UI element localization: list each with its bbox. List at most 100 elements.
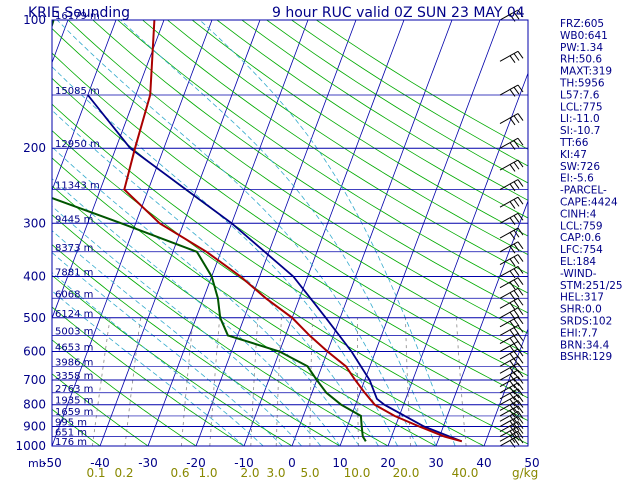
wind-barb-flag	[509, 201, 516, 209]
wind-barb-flag	[513, 365, 520, 373]
mixing-ratio-tick-label: 5.0	[300, 466, 319, 480]
index-entry: -WIND-	[560, 268, 597, 280]
wind-barb-flag	[517, 277, 524, 285]
isotherm-line	[147, 20, 309, 446]
isotherm-line	[291, 20, 453, 446]
wind-barb-shaft	[499, 316, 519, 328]
wind-barb-flag	[517, 227, 524, 236]
wind-barb-flag	[509, 258, 516, 267]
wind-barb-flag	[513, 378, 520, 386]
wind-barb-flag	[517, 297, 524, 306]
pressure-tick-label: 900	[23, 420, 46, 434]
wind-barb-flag	[509, 164, 516, 172]
pressure-tick-label: 700	[23, 373, 46, 387]
wind-barb-flag	[517, 333, 524, 341]
temperature-tick-label: 20	[380, 456, 395, 470]
index-entry: CAPE:4424	[560, 197, 618, 209]
wind-barb-shaft	[499, 84, 519, 96]
wind-barb-flag	[509, 245, 516, 254]
wind-barb-shaft	[499, 426, 519, 437]
wind-barb-shaft	[499, 266, 519, 277]
dry-adiabat-line	[67, 20, 528, 334]
wind-barb	[499, 316, 524, 329]
chart-title-left: KRIE Sounding	[28, 5, 130, 21]
wind-barb-flag	[509, 302, 516, 310]
isotherm-line	[99, 20, 261, 446]
wind-barb-flag	[513, 384, 520, 393]
chart-title-right: 9 hour RUC valid 0Z SUN 23 MAY 04	[272, 5, 525, 21]
mixing-ratio-line	[456, 317, 467, 446]
height-label: 6068 m	[55, 289, 93, 300]
wind-barb-flag	[513, 327, 520, 335]
height-label: 6124 m	[55, 309, 93, 320]
wind-barb-flag	[517, 307, 524, 316]
dry-adiabat-line	[52, 244, 341, 446]
temperature-tick-label: 50	[524, 456, 539, 470]
wind-barb	[499, 212, 524, 225]
wind-barbs	[499, 9, 524, 448]
wind-barb	[499, 399, 524, 413]
index-entry: -PARCEL-	[560, 185, 607, 197]
wind-barb-shaft	[499, 307, 519, 319]
wind-barb-flag	[517, 356, 524, 364]
wind-barb-flag	[517, 179, 524, 187]
temperature-tick-label: -40	[90, 456, 110, 470]
temperature-tick-label: -10	[234, 456, 254, 470]
wind-barb-flag	[509, 404, 516, 413]
wind-barb-flag	[513, 437, 520, 446]
wind-barb-shaft	[499, 435, 519, 447]
temperature-trace	[123, 20, 463, 443]
wind-barb	[499, 241, 524, 254]
mixing-ratio-line	[356, 317, 359, 446]
wind-barb-flag	[517, 196, 524, 205]
index-entry: L57:7.6	[560, 89, 600, 101]
wind-barb	[499, 84, 524, 97]
wind-barb-shaft	[499, 399, 519, 411]
height-label: 12950 m	[55, 139, 100, 150]
height-label: 176 m	[55, 437, 87, 448]
index-entry: CINH:4	[560, 208, 597, 220]
wind-barb-flag	[517, 50, 524, 59]
wind-barb-shaft	[499, 388, 519, 400]
wind-barb-flag	[513, 181, 520, 190]
temperature-tick-label: 10	[332, 456, 347, 470]
wind-barb-shaft	[499, 212, 519, 224]
height-label: 16179 m	[55, 11, 100, 22]
dewpoint-trace	[52, 20, 367, 442]
height-label: 995 m	[55, 418, 87, 429]
pressure-tick-label: 100	[23, 13, 46, 27]
wind-barb-shaft	[499, 196, 519, 208]
mixing-ratio-tick-label: 3.0	[266, 466, 285, 480]
temperature-tick-label: -20	[186, 456, 206, 470]
mixing-ratio-tick-label: 1.0	[198, 466, 217, 480]
wind-barb-flag	[509, 398, 516, 407]
height-label: 8373 m	[55, 243, 93, 254]
isotherm-line	[52, 20, 117, 192]
mixing-ratio-line	[124, 317, 141, 446]
pressure-tick-label: 400	[23, 269, 46, 283]
wind-barb-flag	[513, 300, 520, 308]
mixing-ratio-tick-label: 0.2	[114, 466, 133, 480]
wind-barb-flag	[517, 266, 524, 274]
wind-barb-flag	[517, 159, 524, 168]
mixing-ratio-tick-label: 10.0	[344, 466, 371, 480]
wind-barb-flag	[509, 89, 516, 97]
wind-barb	[499, 369, 524, 382]
isotherm-line	[52, 20, 165, 320]
wind-barb	[499, 113, 524, 126]
height-label: 2763 m	[55, 384, 93, 395]
wind-barb	[499, 307, 524, 320]
height-label: 3358 m	[55, 371, 93, 382]
temperature-tick-label: -50	[42, 456, 62, 470]
wind-barb-flag	[517, 435, 524, 444]
height-label: 5003 m	[55, 326, 93, 337]
wind-barb	[499, 227, 524, 240]
moist-adiabat-line	[52, 109, 379, 446]
mixing-ratio-line	[209, 317, 221, 446]
wind-barb-flag	[509, 367, 516, 375]
wind-barb-shaft	[499, 394, 519, 406]
wind-barb-flag	[513, 396, 520, 405]
wind-barb-flag	[517, 325, 524, 333]
